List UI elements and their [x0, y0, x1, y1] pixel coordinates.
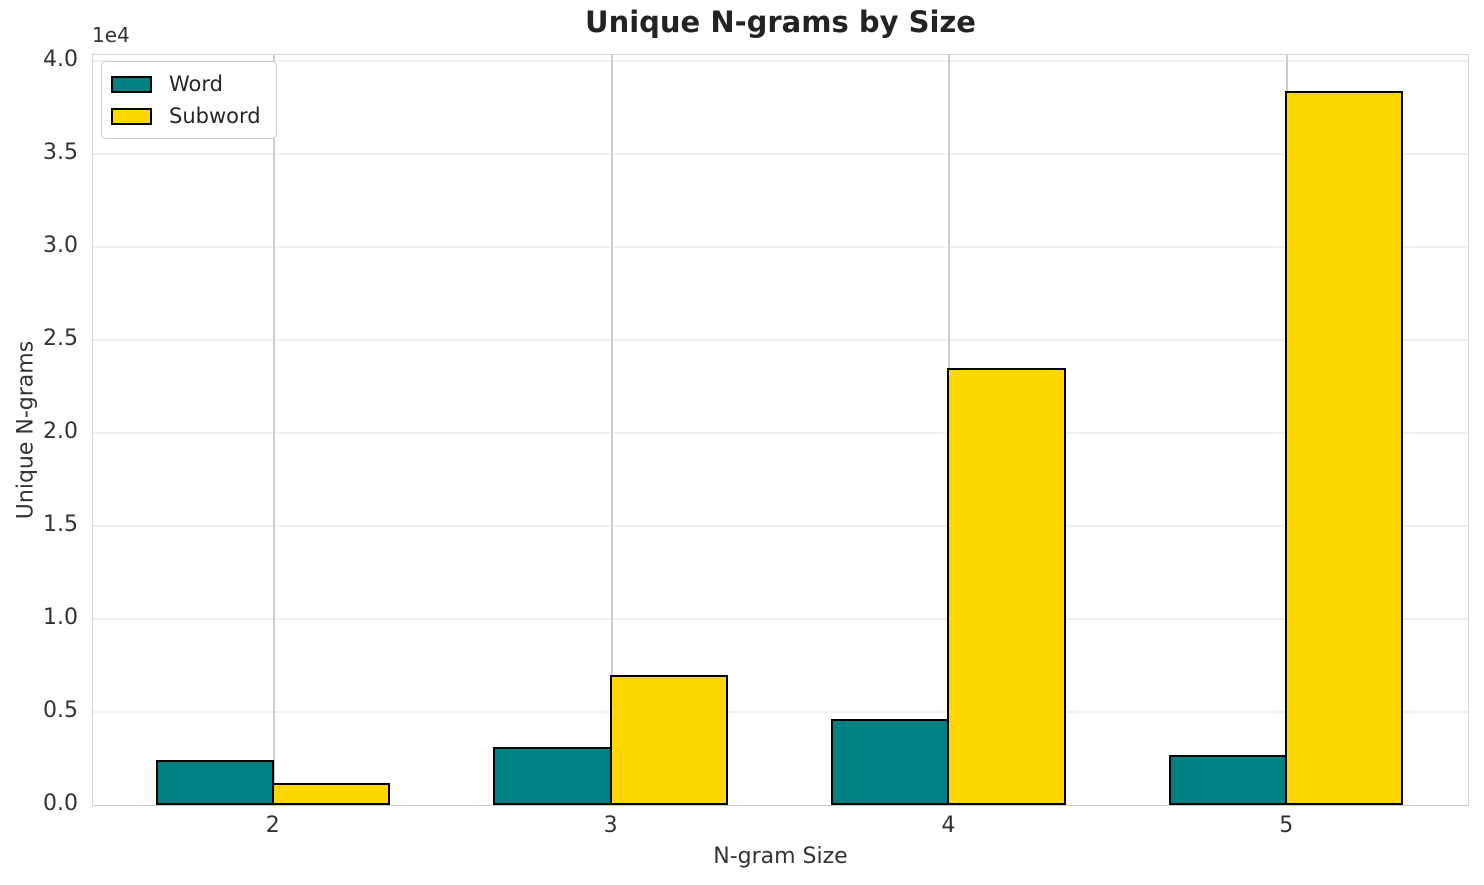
bar-word-5	[1169, 754, 1288, 805]
legend-item-word: Word	[111, 72, 261, 96]
gridline-horizontal	[93, 710, 1468, 713]
plot-area	[92, 54, 1469, 806]
bar-word-3	[493, 747, 612, 805]
legend-item-subword: Subword	[111, 104, 261, 128]
legend-label-subword: Subword	[169, 104, 261, 128]
legend-label-word: Word	[169, 72, 223, 96]
y-tick-label: 2.0	[43, 418, 78, 444]
word-swatch-icon	[111, 75, 152, 93]
subword-swatch-icon	[111, 107, 152, 125]
x-tick-label: 4	[941, 813, 956, 838]
gridline-horizontal	[93, 524, 1468, 527]
gridline-vertical	[610, 55, 613, 805]
bar-subword-5	[1285, 90, 1404, 805]
y-axis-offset-text: 1e4	[92, 23, 130, 47]
x-axis-label: N-gram Size	[713, 844, 848, 869]
gridline-horizontal	[93, 338, 1468, 341]
legend: Word Subword	[101, 61, 277, 139]
y-tick-label: 0.0	[43, 791, 78, 816]
bar-word-4	[831, 719, 950, 805]
gridline-horizontal	[93, 59, 1468, 62]
y-tick-label: 1.5	[43, 511, 78, 537]
y-tick-label: 1.0	[43, 604, 78, 630]
y-tick-label: 2.5	[43, 325, 78, 351]
y-tick-label: 3.0	[43, 232, 78, 258]
bar-subword-3	[609, 674, 728, 805]
x-tick-label: 3	[603, 813, 618, 838]
y-tick-label: 3.5	[43, 139, 78, 165]
bar-subword-4	[947, 367, 1066, 805]
bar-word-2	[155, 760, 274, 805]
gridline-horizontal	[93, 152, 1468, 155]
chart-title: Unique N-grams by Size	[585, 5, 976, 39]
gridline-vertical	[272, 55, 275, 805]
bar-subword-2	[271, 782, 390, 805]
gridline-horizontal	[93, 245, 1468, 248]
y-tick-label: 0.5	[43, 697, 78, 723]
x-tick-label: 5	[1279, 813, 1294, 838]
gridline-horizontal	[93, 617, 1468, 620]
x-tick-label: 2	[265, 813, 280, 838]
gridline-horizontal	[93, 431, 1468, 434]
y-tick-label: 4.0	[43, 46, 78, 72]
